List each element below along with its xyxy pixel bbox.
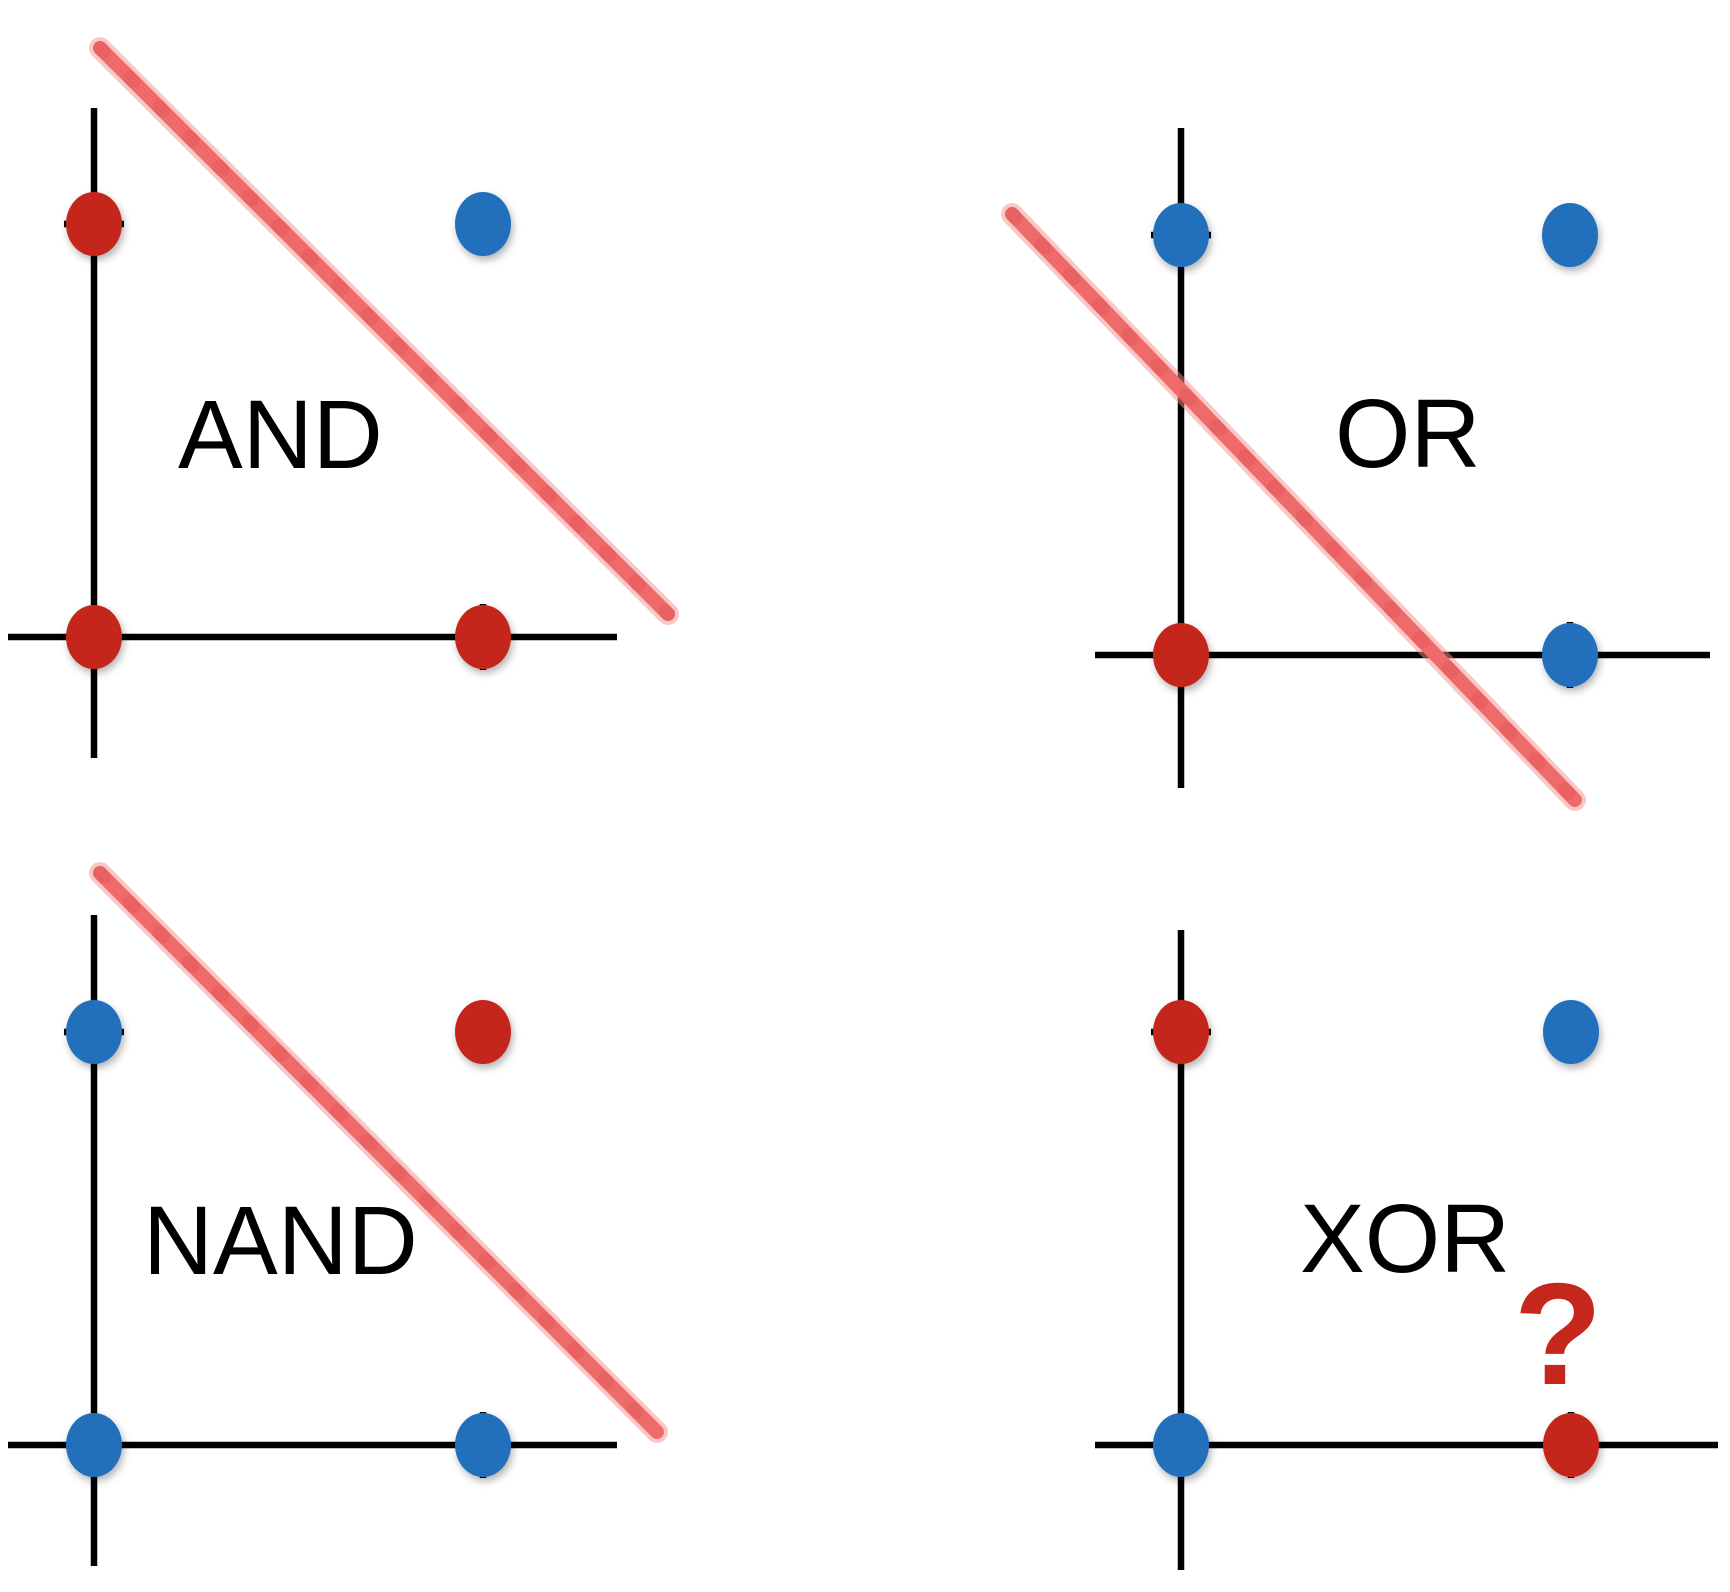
dot-and-0-0 — [66, 605, 122, 669]
panel-or — [1001, 128, 1710, 811]
dot-xor-1-1 — [1543, 1000, 1599, 1064]
dot-and-0-1 — [66, 192, 122, 256]
panels-root — [8, 37, 1718, 1570]
panel-nand — [8, 862, 668, 1566]
or-label: OR — [1335, 379, 1481, 488]
dot-nand-0-1 — [66, 1000, 122, 1064]
labels-root: AND OR NAND XOR ? — [143, 379, 1602, 1415]
xor-label: XOR — [1300, 1184, 1510, 1293]
dot-nand-1-1 — [455, 1000, 511, 1064]
dot-or-0-1 — [1153, 203, 1209, 267]
dot-nand-0-0 — [66, 1413, 122, 1477]
and-label: AND — [178, 380, 383, 489]
dot-nand-1-0 — [455, 1413, 511, 1477]
dot-xor-1-0 — [1543, 1413, 1599, 1477]
dot-and-1-0 — [455, 605, 511, 669]
xor-question-mark: ? — [1514, 1253, 1603, 1415]
dot-xor-0-0 — [1153, 1413, 1209, 1477]
panel-xor — [1095, 930, 1718, 1570]
panel-and — [8, 37, 679, 758]
and-separator-grain — [93, 41, 675, 621]
dot-or-0-0 — [1153, 623, 1209, 687]
nand-label: NAND — [143, 1186, 418, 1295]
nand-separator-grain — [93, 866, 664, 1439]
dot-or-1-0 — [1542, 623, 1598, 687]
dot-or-1-1 — [1542, 203, 1598, 267]
dot-and-1-1 — [455, 192, 511, 256]
dot-xor-0-1 — [1153, 1000, 1209, 1064]
or-separator-grain — [1005, 207, 1582, 807]
